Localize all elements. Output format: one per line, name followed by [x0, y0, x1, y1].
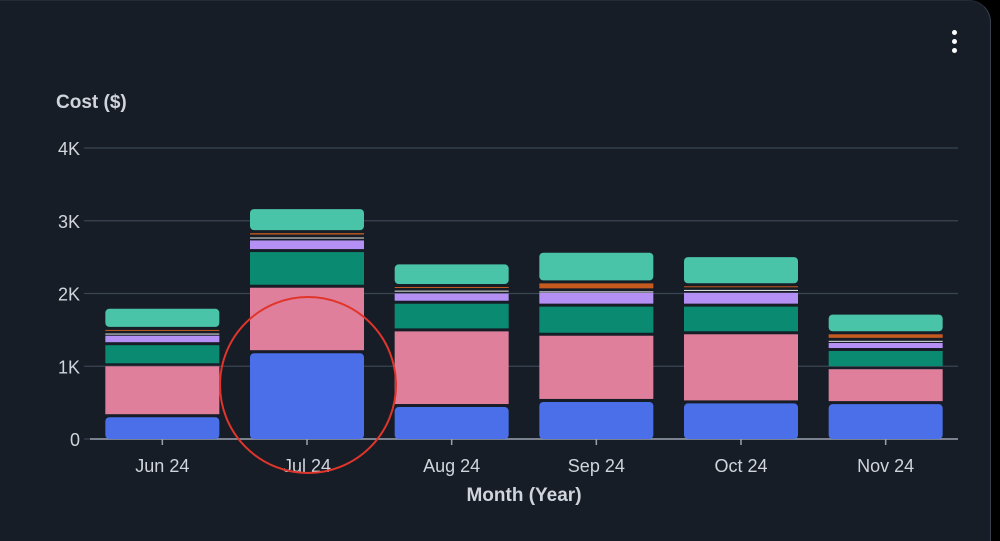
annotation-circle [219, 296, 397, 474]
y-tick-label: 4K [58, 139, 80, 159]
bar-segment [394, 290, 509, 292]
bar-segment [250, 287, 364, 351]
bar-segment [684, 289, 798, 291]
x-tick-label: Aug 24 [423, 456, 480, 476]
y-tick-label: 1K [58, 357, 80, 377]
y-tick-label: 3K [58, 212, 80, 232]
bar-segment [828, 351, 943, 367]
menu-dot [952, 30, 957, 35]
bar-segment [684, 334, 798, 401]
bar-segment [250, 233, 364, 235]
bar-segment [539, 335, 654, 399]
bar-segment [394, 303, 509, 329]
bar-segment [394, 293, 509, 301]
bar-segment [394, 264, 509, 284]
bar-segment [394, 331, 509, 405]
bar-segment [105, 417, 220, 439]
bar-segment [828, 334, 943, 338]
bar-segment [828, 369, 943, 402]
bar-segment [105, 335, 220, 343]
bar-segment [250, 237, 364, 239]
bar-segment [105, 366, 220, 415]
bar-segment [828, 343, 943, 349]
bar-segment [684, 257, 798, 284]
bar-segment [539, 291, 654, 293]
bar-segment [394, 286, 509, 288]
x-tick-label: Nov 24 [857, 456, 914, 476]
bar-segment [394, 407, 509, 439]
x-tick-label: Jun 24 [135, 456, 189, 476]
x-tick-label: Jul 24 [283, 456, 331, 476]
y-tick-label: 2K [58, 285, 80, 305]
bar-segment [684, 292, 798, 304]
bar-segment [539, 292, 654, 304]
bar-segment [250, 252, 364, 285]
bar-segment [684, 403, 798, 439]
x-tick-label: Oct 24 [714, 456, 767, 476]
bar-segment [539, 401, 654, 439]
y-tick-label: 0 [70, 430, 80, 450]
bar-segment [539, 306, 654, 333]
bar-segment [105, 329, 220, 331]
menu-dot [952, 39, 957, 44]
bar-segment [684, 306, 798, 332]
more-options-icon[interactable] [942, 27, 968, 57]
bar-segment [250, 209, 364, 231]
bar-segment [105, 345, 220, 364]
bar-segment [105, 333, 220, 335]
bar-segment [828, 314, 943, 332]
x-axis-title: Month (Year) [466, 485, 582, 506]
stacked-bar-chart: 0 1K 2K 3K 4K Jun 24 Jul 24 Aug 24 Sep 24 Oct 24 N… [58, 139, 958, 476]
bar-segment [250, 353, 364, 439]
bar-segment [539, 252, 654, 281]
bar-segment [828, 404, 943, 439]
bar-segment [828, 340, 943, 342]
bar-segment [105, 308, 220, 327]
x-tick-label: Sep 24 [568, 456, 625, 476]
bar-segment [250, 240, 364, 250]
menu-dot [952, 48, 957, 53]
y-axis-title: Cost ($) [56, 92, 127, 113]
bar-segment [539, 283, 654, 289]
bar-segment [684, 286, 798, 288]
